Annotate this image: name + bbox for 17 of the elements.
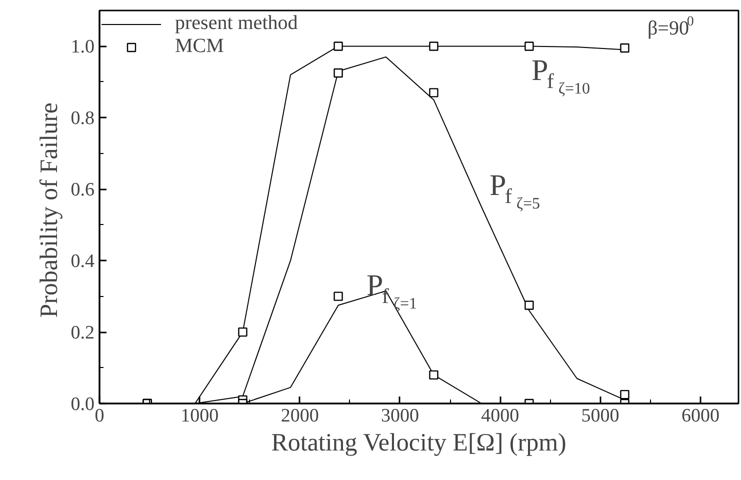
x-tick-label: 3000	[380, 406, 419, 426]
y-tick-label: 0.8	[70, 108, 94, 130]
legend-label: MCM	[175, 35, 224, 58]
x-tick-label: 0	[94, 406, 104, 426]
y-axis-title: Probability of Failure	[36, 102, 63, 318]
y-tick-label: 0.0	[70, 394, 94, 415]
y-tick-label: 0.6	[70, 180, 94, 201]
y-tick-label: 1.0	[70, 36, 94, 58]
x-tick-label: 4000	[481, 406, 520, 426]
y-tick-label: 0.2	[70, 322, 94, 344]
legend-label: present method	[175, 12, 298, 35]
x-tick-label: 6000	[681, 406, 720, 426]
x-tick-label: 2000	[280, 406, 319, 426]
x-tick-label: 1000	[180, 406, 219, 426]
x-axis-title: Rotating Velocity E[Ω] (rpm)	[271, 430, 566, 456]
x-tick-label: 5000	[581, 406, 620, 426]
y-tick-label: 0.4	[70, 251, 95, 272]
